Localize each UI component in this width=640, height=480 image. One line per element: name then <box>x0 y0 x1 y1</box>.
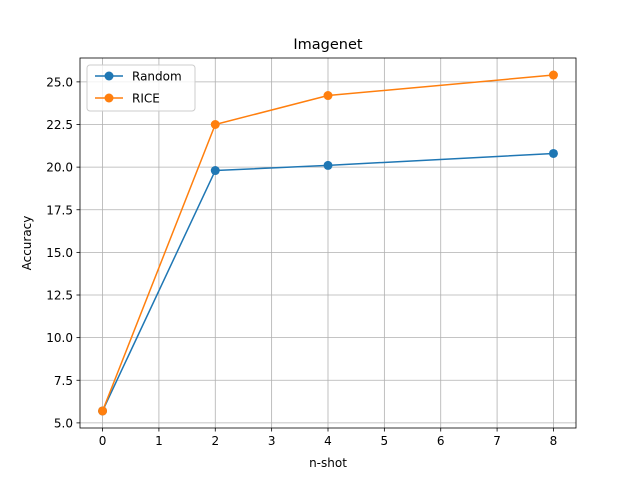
series-group <box>98 70 558 416</box>
legend-item-rice: RICE <box>95 92 160 106</box>
legend-label: Random <box>132 70 182 84</box>
x-tick-label: 3 <box>268 434 276 448</box>
chart-title: Imagenet <box>293 37 363 53</box>
y-tick-label: 22.5 <box>46 118 73 132</box>
grid <box>80 58 576 428</box>
data-point <box>98 406 108 416</box>
axis-ticks: 0 1 2 3 4 5 6 7 8 5.0 7.5 10.0 12.5 15.0 17.5 20.0 22.5 2… <box>46 75 557 448</box>
data-point <box>548 148 558 158</box>
y-tick-label: 20.0 <box>46 161 73 175</box>
data-point <box>323 160 333 170</box>
legend-item-random: Random <box>95 70 182 84</box>
y-tick-label: 25.0 <box>46 75 73 89</box>
data-point <box>323 91 333 101</box>
series-line <box>101 152 554 412</box>
series-rice <box>98 70 558 416</box>
x-tick-label: 7 <box>493 434 501 448</box>
x-tick-label: 5 <box>381 434 389 448</box>
y-tick-label: 5.0 <box>54 416 73 430</box>
legend-marker <box>104 71 114 81</box>
y-tick-label: 17.5 <box>46 203 73 217</box>
data-point <box>210 166 220 176</box>
y-tick-label: 12.5 <box>46 289 73 303</box>
y-tick-label: 10.0 <box>46 331 73 345</box>
x-tick-label: 0 <box>99 434 107 448</box>
y-tick-label: 15.0 <box>46 246 73 260</box>
legend-label: RICE <box>132 92 160 106</box>
series-line <box>101 74 554 412</box>
y-tick-label: 7.5 <box>54 374 73 388</box>
data-point <box>548 70 558 80</box>
x-axis-label: n-shot <box>309 456 347 470</box>
legend: Random RICE <box>86 64 196 112</box>
legend-marker <box>104 93 114 103</box>
x-tick-label: 6 <box>437 434 445 448</box>
x-tick-label: 4 <box>324 434 332 448</box>
data-point <box>210 119 220 129</box>
x-tick-label: 8 <box>550 434 558 448</box>
y-axis-label: Accuracy <box>20 216 34 271</box>
x-tick-label: 2 <box>211 434 219 448</box>
x-tick-label: 1 <box>155 434 163 448</box>
